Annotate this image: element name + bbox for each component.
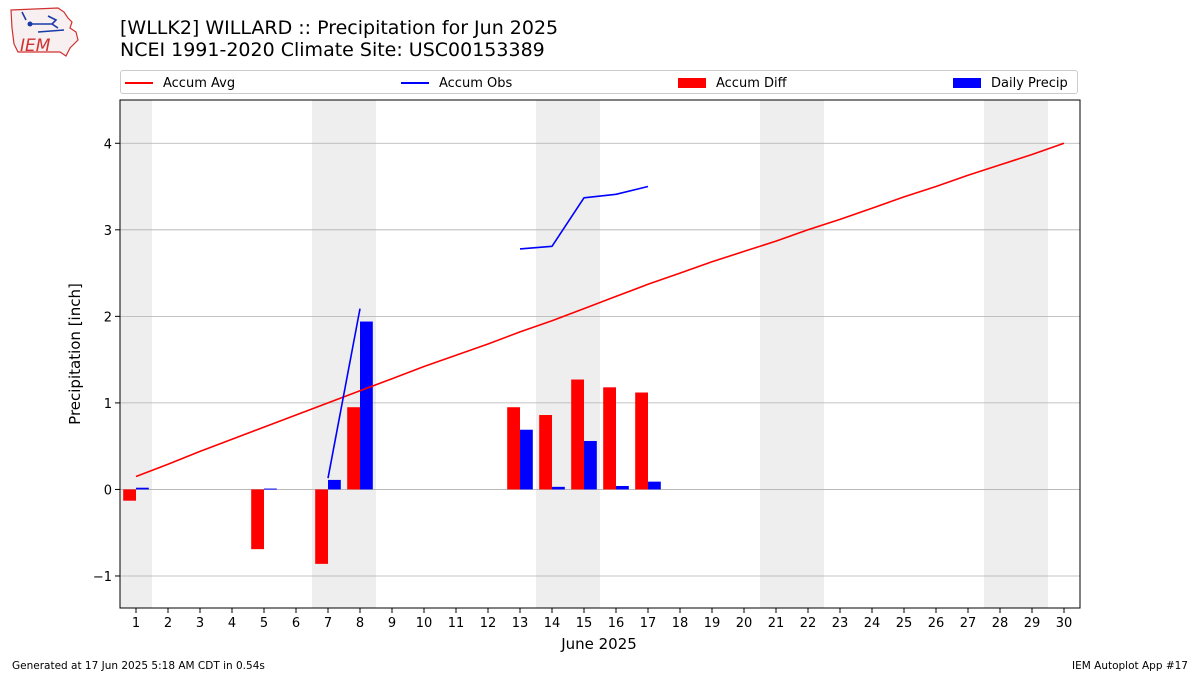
accum-diff-bar-day-15 [571, 379, 584, 490]
x-tick-label-10: 10 [416, 616, 433, 631]
x-tick-label-8: 8 [356, 616, 364, 631]
x-tick-label-11: 11 [448, 616, 465, 631]
accum-diff-bar-day-1 [123, 489, 136, 501]
weather-dot-icon [27, 21, 33, 27]
x-tick-label-22: 22 [800, 616, 817, 631]
legend: Accum Avg Accum Obs Accum Diff Daily Pre… [120, 70, 1078, 94]
accum-diff-bar-day-16 [603, 387, 616, 490]
x-tick-label-5: 5 [260, 616, 268, 631]
x-tick-label-3: 3 [196, 616, 204, 631]
x-tick-label-18: 18 [672, 616, 689, 631]
y-tick-label-5: 4 [104, 137, 112, 152]
legend-item-accum-avg: Accum Avg [125, 73, 235, 93]
legend-swatch-accum-obs [401, 82, 429, 84]
daily-precip-bar-day-16 [616, 485, 629, 490]
legend-item-accum-obs: Accum Obs [401, 73, 512, 93]
daily-precip-bar-day-17 [648, 481, 661, 490]
legend-label-accum-obs: Accum Obs [439, 75, 513, 91]
chart-title: [WLLK2] WILLARD :: Precipitation for Jun… [120, 17, 559, 39]
weekend-shade-1 [120, 100, 152, 608]
x-tick-label-13: 13 [512, 616, 529, 631]
accum-avg-line-segment-1 [135, 142, 1065, 478]
weekend-shade-3 [536, 100, 600, 608]
legend-label-accum-diff: Accum Diff [716, 75, 787, 91]
x-tick-label-16: 16 [608, 616, 625, 631]
y-tick-label-3: 2 [104, 310, 112, 325]
x-tick-label-24: 24 [864, 616, 881, 631]
daily-precip-bar-day-7 [328, 479, 341, 490]
legend-swatch-accum-avg [125, 82, 153, 84]
x-tick-label-6: 6 [292, 616, 300, 631]
y-tick-label-2: 1 [104, 397, 112, 412]
legend-item-daily-precip: Daily Precip [953, 73, 1068, 93]
legend-label-accum-avg: Accum Avg [163, 75, 236, 91]
daily-precip-bar-day-5 [264, 488, 277, 490]
chart-subtitle: NCEI 1991-2020 Climate Site: USC00153389 [120, 39, 545, 61]
logo-text: IEM [20, 36, 51, 56]
daily-precip-bar-day-8 [360, 321, 373, 490]
x-tick-label-4: 4 [228, 616, 236, 631]
x-tick-label-19: 19 [704, 616, 721, 631]
daily-precip-bar-day-14 [552, 486, 565, 490]
daily-precip-bar-day-1 [136, 487, 149, 490]
y-axis-label: Precipitation [inch] [66, 283, 84, 425]
accum-diff-bar-day-5 [251, 489, 264, 550]
x-tick-label-23: 23 [832, 616, 849, 631]
legend-label-daily-precip: Daily Precip [991, 75, 1068, 91]
y-tick-label-4: 3 [104, 224, 112, 239]
generated-timestamp: Generated at 17 Jun 2025 5:18 AM CDT in … [12, 660, 265, 672]
accum-obs-line-segment-2 [519, 185, 649, 250]
x-tick-label-28: 28 [992, 616, 1009, 631]
x-tick-label-25: 25 [896, 616, 913, 631]
x-tick-label-12: 12 [480, 616, 497, 631]
iem-logo: IEM [10, 7, 79, 57]
legend-item-accum-diff: Accum Diff [678, 73, 787, 93]
x-axis-label: June 2025 [560, 635, 637, 653]
x-tick-label-14: 14 [544, 616, 561, 631]
x-tick-label-2: 2 [164, 616, 172, 631]
y-tick-label-1: 0 [104, 483, 112, 498]
accum-diff-bar-day-8 [347, 407, 360, 490]
legend-swatch-daily-precip [953, 78, 981, 88]
app-credit: IEM Autoplot App #17 [1072, 660, 1188, 672]
weather-symbols-icon [21, 11, 65, 33]
accum-diff-bar-day-17 [635, 392, 648, 490]
x-tick-label-30: 30 [1056, 616, 1073, 631]
plot-frame [119, 99, 1081, 609]
accum-diff-bar-day-14 [539, 415, 552, 490]
x-tick-label-1: 1 [132, 616, 140, 631]
x-tick-label-7: 7 [324, 616, 332, 631]
daily-precip-bar-day-13 [520, 429, 533, 490]
accum-diff-bar-day-7 [315, 489, 328, 564]
x-tick-label-29: 29 [1024, 616, 1041, 631]
x-tick-label-20: 20 [736, 616, 753, 631]
y-tick-label-0: −1 [93, 570, 112, 585]
x-tick-label-9: 9 [388, 616, 396, 631]
x-tick-label-17: 17 [640, 616, 657, 631]
legend-swatch-accum-diff [678, 78, 706, 88]
accum-obs-line-segment-1 [327, 308, 361, 479]
x-tick-label-26: 26 [928, 616, 945, 631]
weekend-shade-4 [760, 100, 824, 608]
accum-diff-bar-day-13 [507, 407, 520, 490]
x-tick-label-27: 27 [960, 616, 977, 631]
daily-precip-bar-day-15 [584, 440, 597, 490]
x-tick-label-15: 15 [576, 616, 593, 631]
weekend-shade-5 [984, 100, 1048, 608]
x-tick-label-21: 21 [768, 616, 785, 631]
